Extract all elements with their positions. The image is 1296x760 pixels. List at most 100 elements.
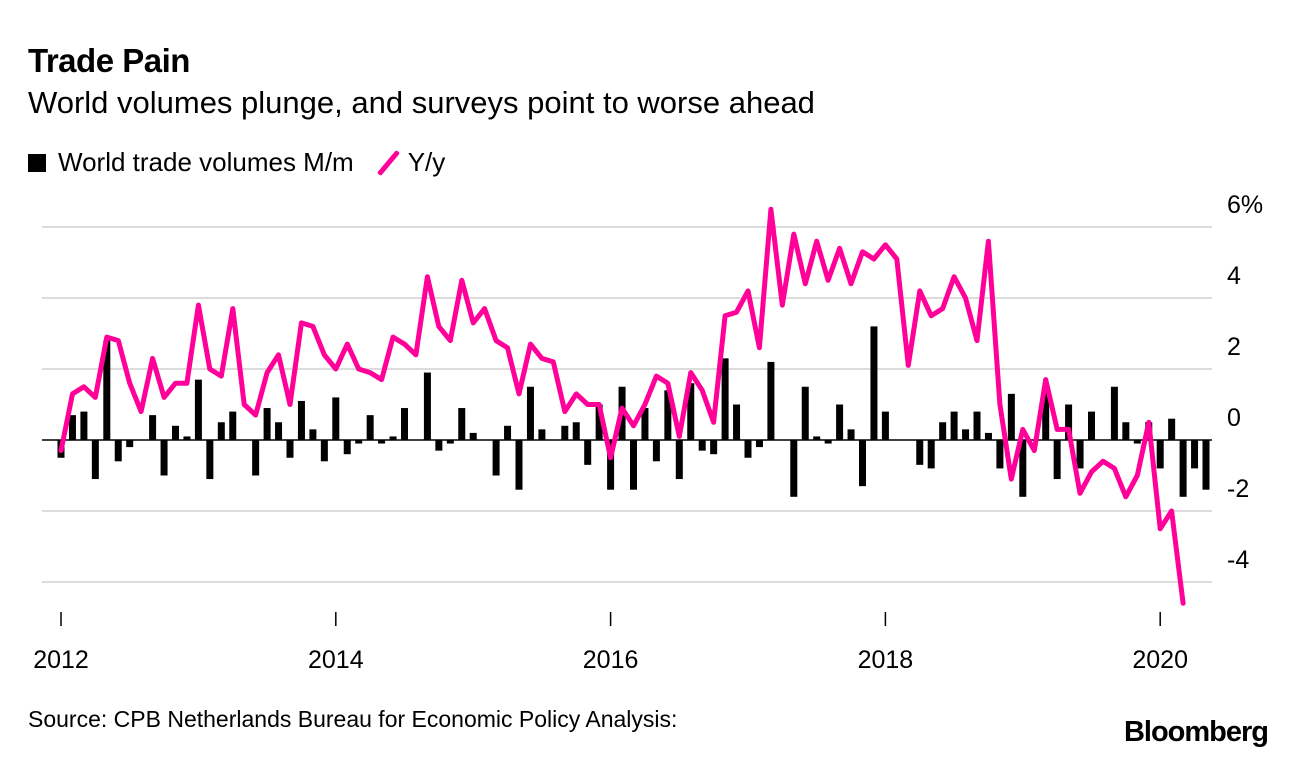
gridlines: [42, 226, 1212, 583]
y-tick-label: -4: [1227, 546, 1249, 574]
bar: [996, 440, 1004, 469]
bar: [1179, 440, 1187, 497]
bar: [630, 440, 637, 490]
bar: [206, 440, 214, 480]
bar: [561, 425, 569, 440]
bar: [1065, 404, 1073, 440]
bar: [217, 422, 225, 440]
bar: [1122, 422, 1130, 440]
bar: [881, 411, 889, 440]
bar: [309, 429, 317, 440]
legend-line-label: Y/y: [407, 147, 446, 177]
bar: [641, 408, 649, 440]
bar: [1133, 440, 1141, 444]
bar: [698, 440, 706, 451]
bar: [1110, 386, 1118, 440]
source-note: Source: CPB Netherlands Bureau for Econo…: [28, 706, 678, 732]
bar: [710, 440, 718, 455]
bar: [80, 411, 88, 440]
bar: [973, 411, 981, 440]
yy-line: [58, 206, 1186, 606]
bar: [103, 340, 111, 440]
bar: [149, 415, 157, 440]
bar: [332, 397, 340, 440]
bar: [847, 429, 855, 440]
y-tick-label: 4: [1227, 262, 1241, 290]
bar: [824, 440, 832, 444]
bar: [1053, 440, 1061, 480]
bar: [366, 415, 374, 440]
bar: [1168, 418, 1176, 440]
bar: [504, 425, 512, 440]
bar: [870, 326, 878, 440]
bar: [687, 383, 695, 440]
bar: [389, 436, 397, 440]
bar: [183, 436, 191, 440]
y-axis-ticks: 6% 4 2 0 -2 -4: [1227, 191, 1263, 574]
bar: [801, 386, 809, 440]
bar: [927, 440, 935, 469]
bar: [515, 440, 523, 490]
bar: [664, 390, 672, 440]
bar: [526, 386, 534, 440]
bar: [572, 422, 580, 440]
x-tick-label: 2020: [1132, 646, 1188, 674]
bar: [755, 440, 763, 448]
bar: [939, 422, 947, 440]
bar: [1007, 393, 1015, 440]
x-axis-ticks: 2012 2014 2016 2018 2020: [33, 612, 1188, 674]
bar: [1019, 440, 1027, 497]
bar: [721, 358, 729, 440]
bar: [813, 436, 821, 440]
bar: [160, 440, 168, 476]
bar: [767, 361, 775, 440]
bar: [263, 408, 271, 440]
x-tick-label: 2018: [858, 646, 914, 674]
bar: [538, 429, 546, 440]
legend-bar-swatch: [28, 153, 46, 172]
bar: [1191, 440, 1199, 469]
bar: [126, 440, 134, 448]
bar: [984, 432, 992, 440]
x-tick-label: 2014: [308, 646, 364, 674]
line-series: [58, 206, 1186, 606]
bar: [652, 440, 660, 462]
bar: [172, 425, 179, 440]
bar: [297, 400, 305, 440]
bar: [1156, 440, 1164, 469]
bar: [252, 440, 260, 476]
bar: [1076, 440, 1084, 469]
bar: [836, 404, 844, 440]
bar: [401, 408, 408, 440]
bar: [343, 440, 351, 455]
bar: [446, 440, 454, 444]
bar: [1042, 390, 1050, 440]
y-tick-label: 2: [1227, 333, 1241, 361]
y-tick-label: -2: [1227, 475, 1249, 503]
bar: [469, 432, 477, 440]
chart-title: Trade Pain: [28, 42, 190, 79]
bar: [286, 440, 294, 458]
bar: [435, 440, 443, 451]
bar: [275, 422, 283, 440]
bar: [950, 411, 958, 440]
bar: [355, 440, 363, 444]
bar: [675, 440, 683, 480]
bar: [1202, 440, 1210, 490]
bar: [114, 440, 122, 462]
bar: [492, 440, 500, 476]
bar: [962, 429, 970, 440]
bar: [607, 440, 615, 490]
bar: [733, 404, 741, 440]
bar: [790, 440, 798, 497]
y-tick-label: 6%: [1227, 191, 1263, 219]
bar-series: [57, 326, 1210, 497]
x-tick-label: 2016: [583, 646, 639, 674]
bar: [378, 440, 386, 444]
bar: [458, 408, 466, 440]
legend: World trade volumes M/m Y/y: [28, 147, 445, 178]
legend-bar-label: World trade volumes M/m: [58, 147, 354, 177]
bar: [194, 379, 202, 440]
bloomberg-logo: Bloomberg: [1123, 716, 1269, 748]
bar: [916, 440, 924, 465]
